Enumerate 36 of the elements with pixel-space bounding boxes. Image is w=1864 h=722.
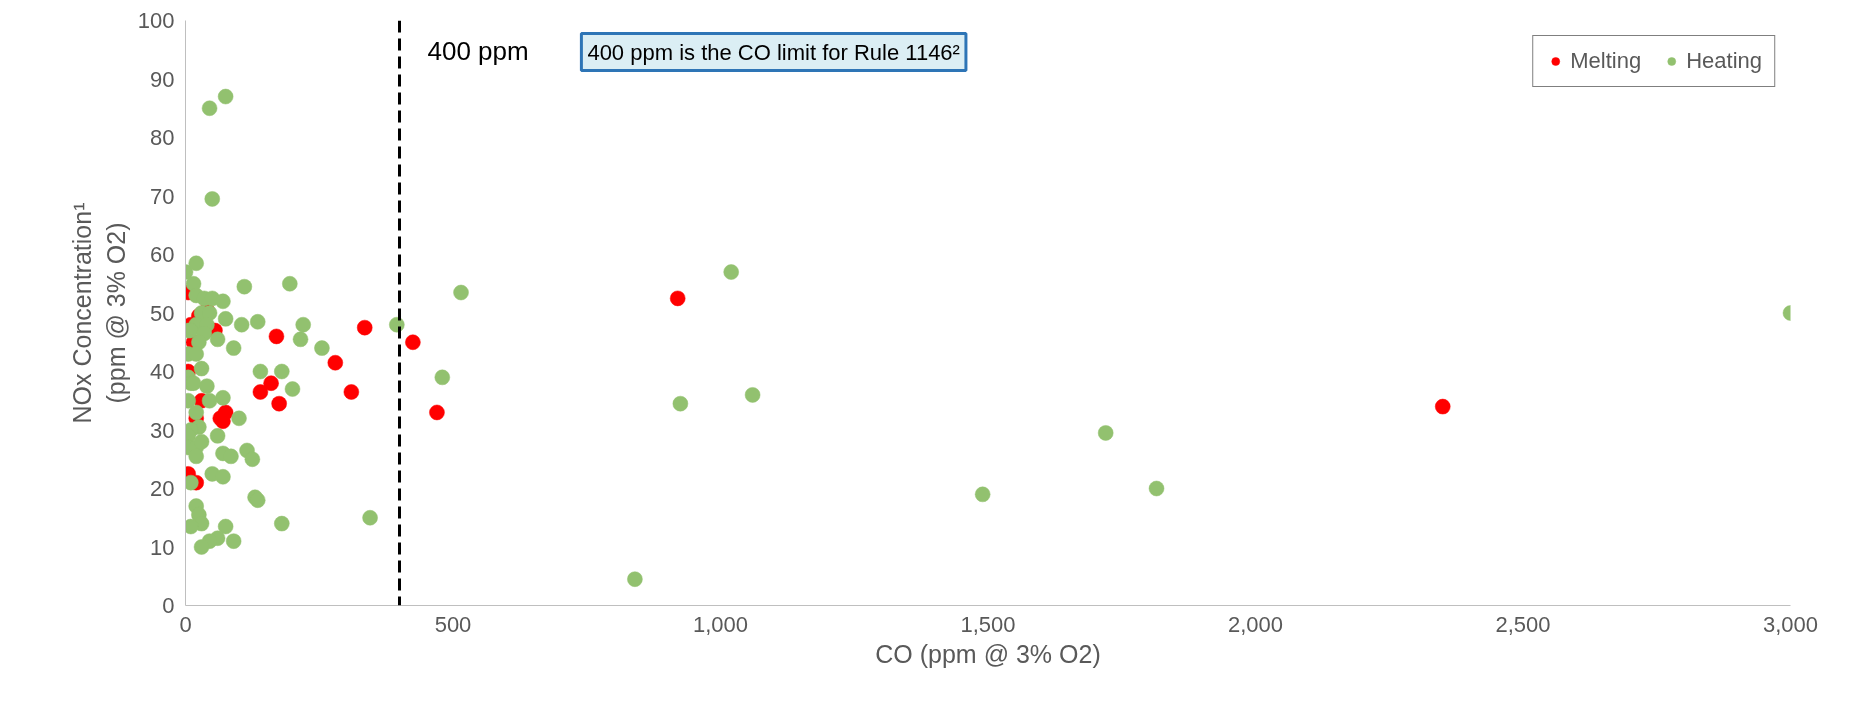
ref-line-label: 400 ppm (427, 35, 529, 66)
y-tick-label: 0 (162, 593, 175, 618)
x-tick-label: 500 (434, 611, 472, 637)
x-tick-label: 2,000 (1227, 611, 1284, 637)
point (263, 375, 279, 391)
point (252, 384, 269, 400)
point (356, 319, 373, 336)
x-axis-title: CO (ppm @ 3% O2) (875, 639, 1101, 668)
legend-label: Melting (1570, 48, 1642, 74)
legend-label: Heating (1686, 48, 1762, 74)
x-tick-label: 0 (179, 611, 192, 637)
point (343, 384, 360, 400)
x-tick-label: 3,000 (1762, 611, 1819, 637)
x-tick-label: 2,500 (1495, 611, 1551, 637)
y-tick-label: 10 (150, 534, 175, 560)
point (268, 328, 285, 345)
point (429, 404, 445, 421)
y-tick-label: 70 (150, 183, 175, 209)
y-tick-label: 60 (150, 242, 175, 267)
y-tick-label: 100 (137, 8, 175, 33)
point (669, 290, 686, 307)
y-tick-label: 90 (150, 66, 175, 92)
point (271, 395, 287, 412)
x-tick-label: 1,500 (960, 611, 1016, 637)
y-tick-label: 40 (150, 359, 175, 384)
y-tick-label: 80 (150, 125, 175, 150)
point (217, 404, 234, 421)
y-tick-label: 20 (150, 476, 175, 501)
y-axis-title: NOx Concentration¹ (ppm @ 3% O2) (68, 202, 130, 424)
point (405, 334, 421, 350)
point (1435, 398, 1451, 415)
y-tick-label: 50 (150, 300, 175, 326)
y-tick-label: 30 (150, 417, 175, 443)
point (327, 354, 344, 371)
x-tick-label: 1,000 (692, 611, 749, 637)
annotation: 400 ppm is the CO limit for Rule 1146² (587, 39, 960, 65)
